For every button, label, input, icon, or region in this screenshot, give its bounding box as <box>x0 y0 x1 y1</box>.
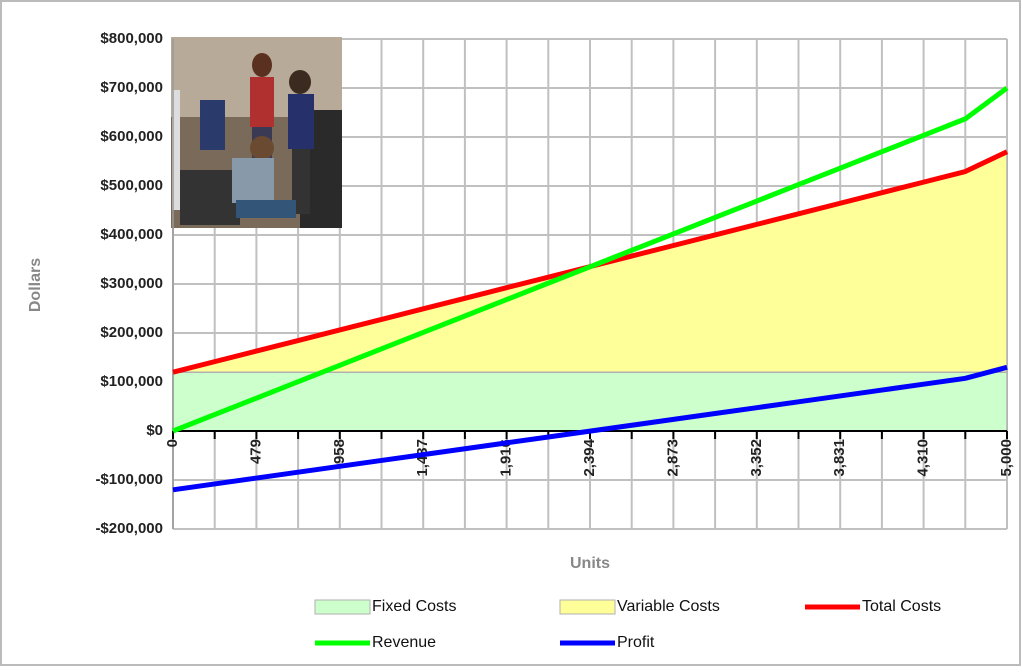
x-tick-label: 0 <box>164 439 181 447</box>
legend-label: Total Costs <box>862 598 941 615</box>
x-axis-title: Units <box>570 555 610 572</box>
y-tick-label: $0 <box>146 422 163 439</box>
x-tick-label: 4,310 <box>915 439 932 477</box>
x-tick-label: 479 <box>247 439 264 464</box>
x-tick-label: 5,000 <box>998 439 1015 477</box>
x-tick-label: 2,394 <box>581 438 598 476</box>
legend: Fixed Costs Variable Costs Total Costs Reve… <box>314 598 941 651</box>
y-tick-label: $600,000 <box>100 128 163 145</box>
axes: -$200,000 -$100,000 $0 $100,000 $200,000 $300… <box>95 30 1015 537</box>
y-tick-label: -$200,000 <box>95 520 163 537</box>
x-tick-label: 1,916 <box>498 439 515 477</box>
legend-swatch <box>314 599 371 615</box>
y-tick-label: $300,000 <box>100 275 163 292</box>
y-tick-label: $200,000 <box>100 324 163 341</box>
legend-label: Variable Costs <box>617 598 720 615</box>
legend-label: Revenue <box>372 634 436 651</box>
legend-swatch <box>559 599 616 615</box>
y-tick-label: $100,000 <box>100 373 163 390</box>
photo <box>171 37 342 228</box>
series-line <box>172 85 1009 434</box>
y-axis-title: Dollars <box>27 258 44 312</box>
y-tick-label: $700,000 <box>100 79 163 96</box>
y-tick-label: $800,000 <box>100 30 163 47</box>
x-tick-label: 2,873 <box>664 439 681 477</box>
y-tick-label: $400,000 <box>100 226 163 243</box>
x-tick-label: 3,352 <box>748 439 765 477</box>
series-line <box>172 364 1008 493</box>
x-tick-label: 3,831 <box>831 439 848 477</box>
x-tick-label: 1,437 <box>414 439 431 477</box>
legend-label: Fixed Costs <box>372 598 456 615</box>
y-tick-label: $500,000 <box>100 177 163 194</box>
legend-label: Profit <box>617 634 655 651</box>
y-tick-label: -$100,000 <box>95 471 163 488</box>
x-tick-label: 958 <box>331 439 348 464</box>
